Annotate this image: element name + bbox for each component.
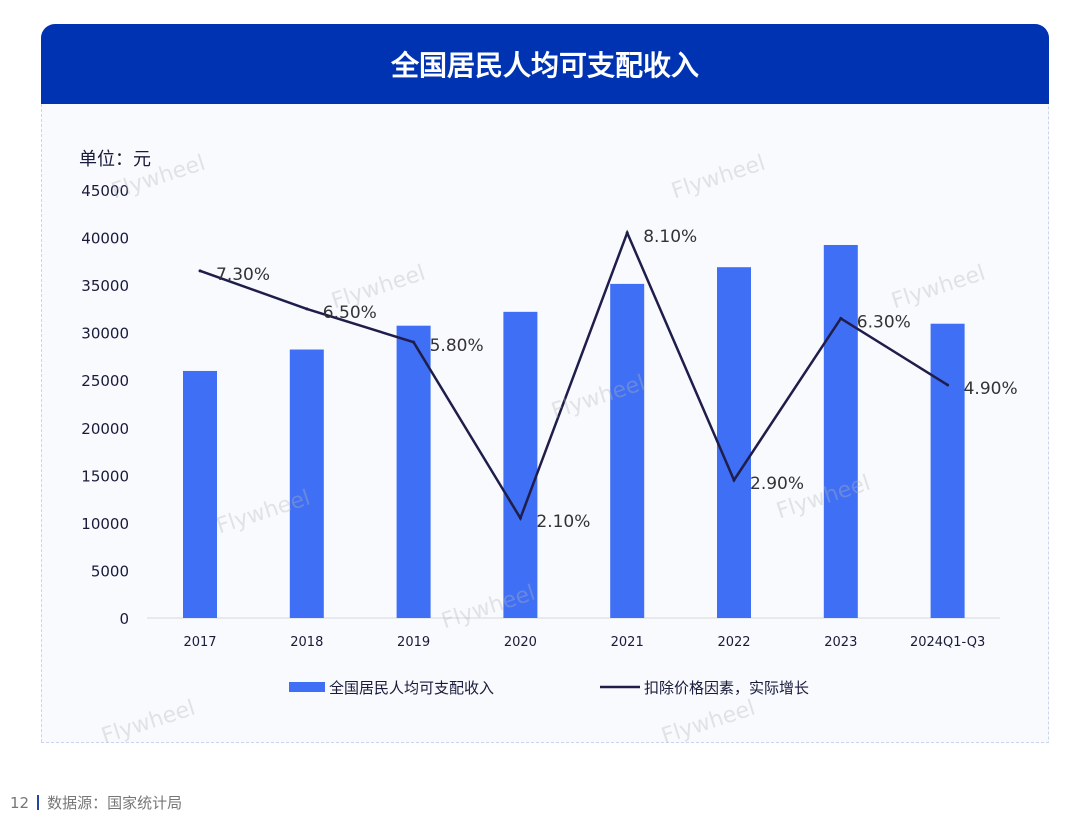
y-tick-label: 30000 bbox=[81, 325, 129, 343]
bar bbox=[717, 267, 751, 618]
line-point bbox=[946, 383, 950, 387]
page-number: 12 bbox=[10, 793, 30, 812]
x-tick-label: 2023 bbox=[824, 635, 857, 650]
data-label: 6.30% bbox=[857, 312, 911, 332]
y-tick-label: 10000 bbox=[81, 515, 129, 533]
x-tick-label: 2019 bbox=[397, 635, 430, 650]
data-label: 4.90% bbox=[964, 379, 1018, 399]
bar bbox=[823, 244, 858, 619]
data-label: 5.80% bbox=[430, 336, 484, 356]
growth-line bbox=[199, 229, 949, 521]
bar bbox=[503, 311, 538, 618]
legend-swatch-bar bbox=[289, 682, 325, 692]
line-point bbox=[732, 478, 736, 482]
y-tick-label: 45000 bbox=[81, 182, 129, 200]
y-tick-label: 5000 bbox=[91, 562, 129, 580]
data-label: 6.50% bbox=[323, 303, 377, 323]
line-point bbox=[625, 231, 629, 235]
data-label: 8.10% bbox=[643, 227, 697, 247]
chart-title: 全国居民人均可支配收入 bbox=[41, 24, 1049, 104]
bar bbox=[183, 370, 217, 618]
y-tick-label: 20000 bbox=[81, 420, 129, 438]
x-tick-label: 2017 bbox=[183, 635, 216, 650]
data-label: 7.30% bbox=[216, 265, 270, 285]
bar bbox=[930, 323, 965, 618]
line-point bbox=[198, 269, 202, 273]
bar bbox=[396, 325, 431, 618]
line-point bbox=[305, 307, 309, 311]
x-tick-label: 2021 bbox=[611, 635, 644, 650]
x-tick-label: 2024Q1-Q3 bbox=[910, 635, 985, 650]
data-source: 数据源：国家统计局 bbox=[47, 794, 183, 812]
line-point bbox=[839, 316, 843, 320]
y-tick-label: 25000 bbox=[81, 372, 129, 390]
x-tick-label: 2020 bbox=[504, 635, 537, 650]
unit-label: 单位：元 bbox=[79, 149, 151, 170]
data-label: 2.10% bbox=[536, 512, 590, 532]
bar bbox=[289, 349, 324, 618]
y-tick-label: 35000 bbox=[81, 277, 129, 295]
y-tick-label: 0 bbox=[119, 610, 129, 628]
x-tick-label: 2018 bbox=[290, 635, 323, 650]
line-point bbox=[412, 340, 416, 344]
line-point bbox=[518, 516, 522, 520]
legend-label: 全国居民人均可支配收入 bbox=[329, 679, 494, 697]
y-tick-label: 40000 bbox=[81, 230, 129, 248]
divider bbox=[37, 795, 40, 810]
legend-label: 扣除价格因素，实际增长 bbox=[644, 679, 809, 697]
footer: 12 数据源：国家统计局 bbox=[10, 792, 182, 813]
data-label: 2.90% bbox=[750, 474, 804, 494]
y-tick-label: 15000 bbox=[81, 467, 129, 485]
bar bbox=[610, 283, 645, 618]
x-tick-label: 2022 bbox=[717, 635, 750, 650]
